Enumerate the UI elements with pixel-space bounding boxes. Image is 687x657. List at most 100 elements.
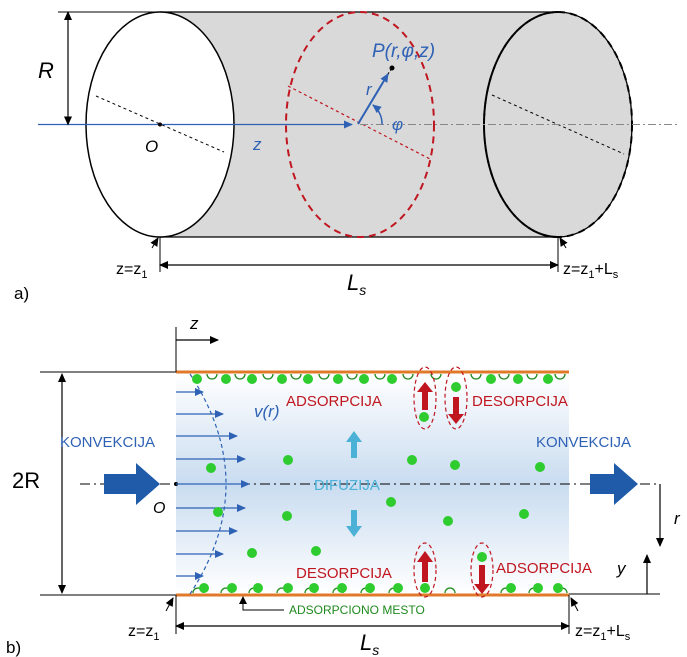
adsorption-down-arrow: [474, 565, 490, 594]
phi-arc: [372, 104, 383, 125]
convection-in-label: KONVEKCIJA: [60, 434, 155, 451]
particle: [206, 463, 216, 473]
point-p: [389, 65, 395, 71]
adsorption-site: [290, 373, 302, 380]
particle: [365, 583, 375, 593]
cylinder-body: [160, 12, 558, 237]
length-label: Ls: [347, 270, 366, 298]
r-label: r: [366, 80, 373, 99]
convection-in-arrow: [104, 463, 160, 505]
cross-section-diameter: [287, 85, 433, 161]
adsorption-site: [526, 373, 538, 380]
particle: [477, 552, 487, 562]
point-label: P(r,φ,z): [372, 41, 435, 62]
particle: [533, 583, 543, 593]
particle: [303, 374, 313, 384]
particle: [393, 583, 403, 593]
adsorption-site: [374, 373, 386, 380]
particle: [359, 374, 369, 384]
velocity-profile-curve: [189, 373, 227, 595]
process-highlight-top-right: [444, 366, 468, 430]
z1-label: z=z1: [116, 261, 147, 281]
convection-out-arrow: [590, 463, 638, 505]
z1-label-b: z=z1: [128, 623, 159, 643]
adsorption-site: [498, 373, 510, 380]
z1-pointer-b: [165, 597, 174, 612]
particle: [513, 374, 523, 384]
adsorption-site: [554, 373, 566, 380]
y-axis-label: y: [616, 559, 627, 578]
length-label-b: Ls: [360, 630, 379, 657]
diameter-label: 2R: [12, 468, 40, 493]
particle: [282, 511, 292, 521]
adsorption-site-pointer-head: [239, 596, 247, 604]
particle: [227, 583, 237, 593]
particle: [253, 583, 263, 593]
origin-point: [158, 122, 162, 127]
adsorption-site: [234, 373, 246, 380]
diffusion-label: DIFUZIJA: [314, 477, 380, 494]
adsorption-site: [262, 373, 274, 380]
particle: [407, 455, 417, 465]
z1-ls-label: z=z1+Ls: [563, 261, 619, 281]
particle: [387, 374, 397, 384]
part-a-label: a): [14, 284, 29, 303]
r-axis-label: r: [674, 509, 681, 528]
z-axis-label: z: [189, 314, 199, 333]
radius-label: R: [38, 58, 54, 83]
z1ls-pointer-b: [570, 597, 579, 612]
r-vector: [357, 73, 389, 125]
adsorption-site: [318, 373, 330, 380]
particle: [506, 583, 516, 593]
desorption-down-arrow: [448, 397, 464, 424]
particle: [247, 548, 257, 558]
particle: [386, 497, 396, 507]
particle: [283, 583, 293, 593]
phi-label: φ: [392, 115, 403, 134]
adsorption-site: [206, 373, 218, 380]
particle: [277, 374, 287, 384]
origin-label-b: O: [153, 500, 165, 517]
particle: [535, 462, 545, 472]
particle: [311, 546, 321, 556]
particle: [221, 374, 231, 384]
particle: [451, 382, 461, 392]
adsorption-site: [430, 373, 442, 380]
particle: [419, 412, 429, 422]
particle: [519, 509, 529, 519]
particle: [199, 583, 209, 593]
part-b-label: b): [6, 638, 21, 657]
particle: [213, 507, 223, 517]
adsorption-bottom-label: ADSORPCIJA: [496, 560, 592, 577]
process-highlight-top-left: [413, 366, 437, 430]
process-highlight-bottom-left: [413, 542, 437, 598]
particle: [486, 374, 496, 384]
particle: [247, 374, 257, 384]
adsorption-sites-top: [206, 373, 566, 380]
particle: [309, 583, 319, 593]
particle: [333, 374, 343, 384]
velocity-label: v(r): [254, 402, 279, 421]
flow-diagram: z 2R O KONVEKCIJA KONVEKCIJA v(r): [6, 314, 681, 657]
adsorption-site: [444, 587, 456, 594]
cylinder-diagram: R O z r φ P(r,φ,z) z=z1 z=z1+Ls Ls a): [14, 11, 680, 303]
desorption-up-arrow: [417, 551, 433, 582]
cross-section-ellipse: [285, 11, 435, 238]
adsorption-site: [402, 373, 414, 380]
particle: [543, 374, 553, 384]
adsorption-site-pointer: [242, 597, 284, 611]
r-vector-extension: [387, 67, 393, 75]
convection-out-label: KONVEKCIJA: [536, 434, 631, 451]
particle: [192, 374, 202, 384]
z1ls-pointer: [559, 237, 568, 249]
adsorption-up-arrow: [417, 382, 433, 410]
adsorption-site: [470, 373, 482, 380]
particle: [337, 583, 347, 593]
particle: [450, 460, 460, 470]
particle: [443, 516, 453, 526]
adsorption-site: [346, 373, 358, 380]
particle: [283, 455, 293, 465]
z1-pointer: [150, 237, 159, 249]
desorption-bottom-label: DESORPCIJA: [296, 565, 392, 582]
